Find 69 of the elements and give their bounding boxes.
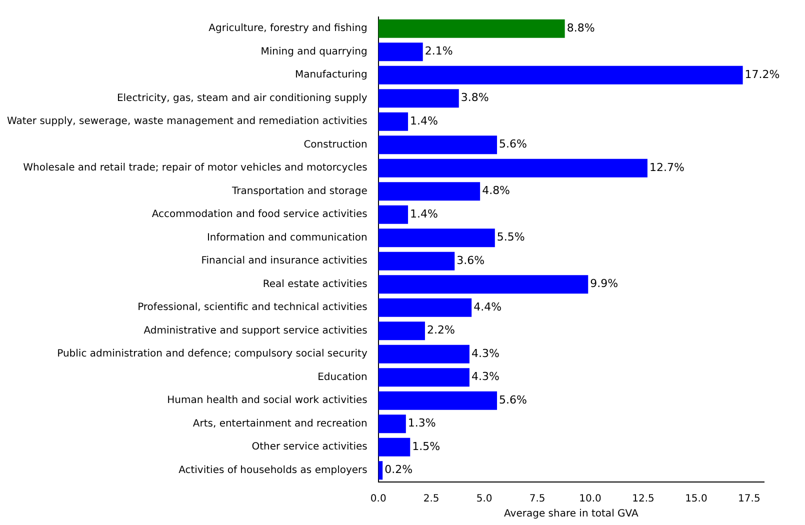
x-tick-label: 17.5 (738, 494, 760, 505)
x-tick-label: 12.5 (632, 494, 654, 505)
y-tick-label: Human health and social work activities (167, 395, 368, 406)
data-label: 5.6% (499, 138, 527, 151)
x-tick-label: 2.5 (423, 494, 440, 505)
y-tick-label: Arts, entertainment and recreation (192, 418, 368, 430)
x-tick-label: 7.5 (529, 494, 546, 505)
bar (378, 322, 425, 340)
y-tick-label: Electricity, gas, steam and air conditioning supply (116, 92, 368, 104)
bar (378, 112, 408, 131)
data-label: 4.3% (471, 346, 500, 360)
bar (378, 158, 648, 178)
bar (378, 368, 470, 387)
bar (378, 182, 480, 201)
data-label: 0.2% (384, 463, 413, 476)
data-label: 3.6% (456, 254, 485, 267)
bar (378, 42, 423, 62)
x-tick-label: 10.0 (579, 494, 602, 505)
bar (378, 205, 408, 224)
y-tick-label: Information and communication (206, 232, 368, 244)
y-tick-label: Accommodation and food service activities (152, 209, 368, 220)
y-tick-label: Education (318, 372, 368, 383)
y-tick-label: Wholesale and retail trade; repair of motor vehicles and motorcycles (23, 162, 368, 174)
bar (378, 228, 495, 248)
bar (378, 298, 472, 317)
bar (378, 391, 498, 410)
data-label: 8.8% (566, 21, 595, 34)
data-label: 5.6% (499, 393, 527, 406)
bar (378, 66, 743, 84)
data-label: 1.5% (412, 440, 440, 453)
bar (378, 136, 498, 154)
bar (378, 275, 588, 294)
y-tick-label: Water supply, sewerage, waste management and remediation activities (6, 116, 368, 128)
bar (378, 344, 470, 364)
data-label: 12.7% (649, 160, 684, 174)
bar (378, 438, 410, 456)
x-tick-label: 15.0 (685, 494, 708, 505)
y-tick-label: Administrative and support service activities (144, 325, 368, 336)
y-tick-label: Real estate activities (262, 278, 368, 290)
y-tick-label: Mining and quarrying (260, 46, 368, 58)
y-tick-label: Public administration and defence; compulsory social security (57, 348, 368, 360)
y-tick-label: Professional, scientific and technical activities (138, 302, 368, 314)
bar (378, 461, 383, 480)
data-label: 1.3% (408, 416, 436, 430)
x-tick-label: 5.0 (476, 494, 492, 505)
y-tick-label: Construction (304, 139, 368, 150)
bar (378, 414, 406, 434)
bar (378, 89, 459, 108)
bar (378, 19, 565, 38)
data-label: 1.4% (410, 207, 438, 220)
y-tick-label: Other service activities (252, 442, 368, 453)
y-tick-label: Manufacturing (294, 70, 368, 81)
y-tick-label: Transportation and storage (230, 186, 368, 197)
data-label: 4.4% (474, 300, 502, 314)
y-tick-label: Agriculture, forestry and fishing (208, 23, 368, 34)
x-tick-label: 0.0 (370, 494, 386, 505)
data-label: 2.1% (424, 44, 453, 58)
data-label: 17.2% (744, 68, 780, 81)
bar (378, 252, 455, 270)
data-label: 4.8% (482, 184, 510, 198)
y-tick-label: Activities of households as employers (178, 464, 368, 476)
data-label: 1.4% (410, 114, 438, 128)
data-label: 4.3% (471, 370, 500, 384)
data-label: 5.5% (496, 230, 525, 244)
y-tick-label: Financial and insurance activities (201, 256, 368, 267)
data-label: 3.8% (460, 91, 489, 104)
data-label: 2.2% (426, 324, 455, 337)
data-label: 9.9% (590, 277, 618, 290)
x-axis-title: Average share in total GVA (504, 508, 638, 520)
